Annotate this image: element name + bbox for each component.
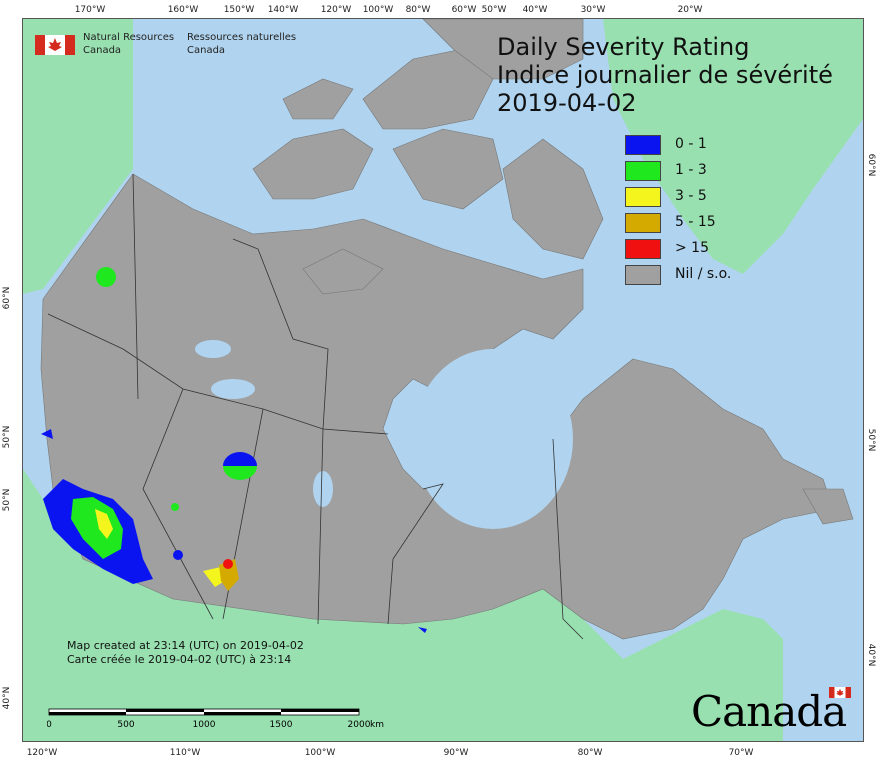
patch-moderate-bc xyxy=(95,509,113,539)
newfoundland xyxy=(802,488,854,525)
title-fr: Indice journalier de sévérité xyxy=(497,61,833,89)
great-slave-lake xyxy=(211,379,255,399)
legend-label: 3 - 5 xyxy=(675,188,707,204)
agency-name-en-line2: Canada xyxy=(83,45,122,56)
agency-name-en-line1: Natural Resources xyxy=(83,32,175,43)
legend-label: > 15 xyxy=(675,240,709,256)
tick-left-50n-b: 50°N xyxy=(2,488,12,512)
map-title: Daily Severity Rating Indice journalier … xyxy=(497,33,833,117)
legend-label: 0 - 1 xyxy=(675,136,707,152)
patch-very-low-north xyxy=(223,452,257,466)
tick-bottom-100w: 100°W xyxy=(304,748,336,758)
tick-top-80w: 80°W xyxy=(405,5,431,15)
tick-left-40n: 40°N xyxy=(2,686,12,710)
scale-label-1000: 1000 xyxy=(193,720,216,730)
baffin-island xyxy=(502,138,604,260)
patch-extreme-prairie xyxy=(223,559,233,569)
legend-label: 1 - 3 xyxy=(675,162,707,178)
border-60n xyxy=(47,313,389,435)
tick-bottom-120w: 120°W xyxy=(26,748,58,758)
severity-patches xyxy=(41,267,427,633)
legend-swatch xyxy=(625,187,661,207)
title-date: 2019-04-02 xyxy=(497,89,637,117)
canada-land xyxy=(40,19,854,640)
arctic-island-3 xyxy=(392,128,504,210)
border-manitoba-ontario xyxy=(387,483,444,625)
scale-label-0: 0 xyxy=(47,720,52,730)
credit-en: Map created at 23:14 (UTC) on 2019-04-02 xyxy=(67,639,304,652)
ellesmere-island xyxy=(422,19,584,80)
tick-bottom-110w: 110°W xyxy=(169,748,201,758)
map-area[interactable]: Natural Resources Canada Ressources natu… xyxy=(22,18,864,742)
patch-very-low-alberta xyxy=(173,550,183,560)
scale-label-1500: 1500 xyxy=(270,720,293,730)
border-ontario-quebec xyxy=(552,438,584,640)
patch-very-low-coast xyxy=(41,429,53,439)
tick-bottom-80w: 80°W xyxy=(577,748,603,758)
border-yukon-nwt xyxy=(132,173,139,400)
legend-swatch xyxy=(625,161,661,181)
tick-top-170w: 170°W xyxy=(74,5,106,15)
title-en: Daily Severity Rating xyxy=(497,33,750,61)
map-canvas xyxy=(23,19,863,741)
alaska-land xyxy=(23,19,133,294)
wordmark-text: Canada xyxy=(691,687,847,736)
patch-low-north xyxy=(223,466,257,480)
scale-label-2000: 2000 xyxy=(348,720,371,730)
foreign-land xyxy=(23,19,863,741)
scale-label-500: 500 xyxy=(117,720,134,730)
patch-low-yukon xyxy=(96,267,116,287)
credit-fr: Carte créée le 2019-04-02 (UTC) à 23:14 xyxy=(67,653,292,666)
arctic-island-4 xyxy=(282,78,354,120)
agency-name-fr-line2: Canada xyxy=(187,45,226,56)
legend-label: 5 - 15 xyxy=(675,214,716,230)
arctic-island-2 xyxy=(362,48,494,130)
canada-wordmark: Canada xyxy=(691,683,861,736)
greenland-land xyxy=(603,19,863,274)
tick-top-40w: 40°W xyxy=(522,5,548,15)
tick-top-30w: 30°W xyxy=(580,5,606,15)
tick-bottom-70w: 70°W xyxy=(728,748,754,758)
tick-right-40n: 40°N xyxy=(866,643,876,667)
tick-top-150w: 150°W xyxy=(223,5,255,15)
tick-top-60w: 60°W xyxy=(451,5,477,15)
canada-flag-icon xyxy=(35,35,75,55)
tick-left-60n-a: 60°N xyxy=(2,286,12,310)
legend-swatch xyxy=(625,135,661,155)
tick-top-160w: 160°W xyxy=(167,5,199,15)
legend-swatch xyxy=(625,265,661,285)
water-bodies xyxy=(195,340,573,529)
canada-flag-icon xyxy=(829,687,851,698)
map-credit: Map created at 23:14 (UTC) on 2019-04-02… xyxy=(67,639,304,667)
scale-bar: 0 500 1000 1500 2000 km xyxy=(47,708,384,730)
border-bc-alberta xyxy=(142,388,214,620)
arctic-island-1 xyxy=(252,128,374,200)
lake-winnipeg xyxy=(313,471,333,507)
border-nwt-nunavut xyxy=(232,238,329,430)
agency-name-fr-line1: Ressources naturelles xyxy=(187,32,297,43)
tick-top-140w: 140°W xyxy=(267,5,299,15)
tick-right-50n: 50°N xyxy=(866,428,876,452)
legend-label: Nil / s.o. xyxy=(675,266,732,282)
tick-top-20w: 20°W xyxy=(677,5,703,15)
tick-top-100w: 100°W xyxy=(362,5,394,15)
arctic-island-5 xyxy=(302,248,384,295)
border-sask-manitoba xyxy=(317,428,324,625)
great-bear-lake xyxy=(195,340,231,358)
patch-low-alberta xyxy=(171,503,179,511)
tick-right-60n: 60°N xyxy=(866,153,876,177)
tick-bottom-90w: 90°W xyxy=(443,748,469,758)
tick-top-120w: 120°W xyxy=(320,5,352,15)
tick-top-50w: 50°W xyxy=(481,5,507,15)
legend-swatch xyxy=(625,239,661,259)
usa-land xyxy=(23,469,783,741)
patch-low-bc xyxy=(71,497,123,559)
hudson-bay xyxy=(413,349,573,529)
tick-left-50n-a: 50°N xyxy=(2,425,12,449)
patch-very-low-ontario xyxy=(418,627,427,633)
province-borders xyxy=(47,173,584,640)
scale-unit: km xyxy=(370,720,384,730)
legend-swatch xyxy=(625,213,661,233)
